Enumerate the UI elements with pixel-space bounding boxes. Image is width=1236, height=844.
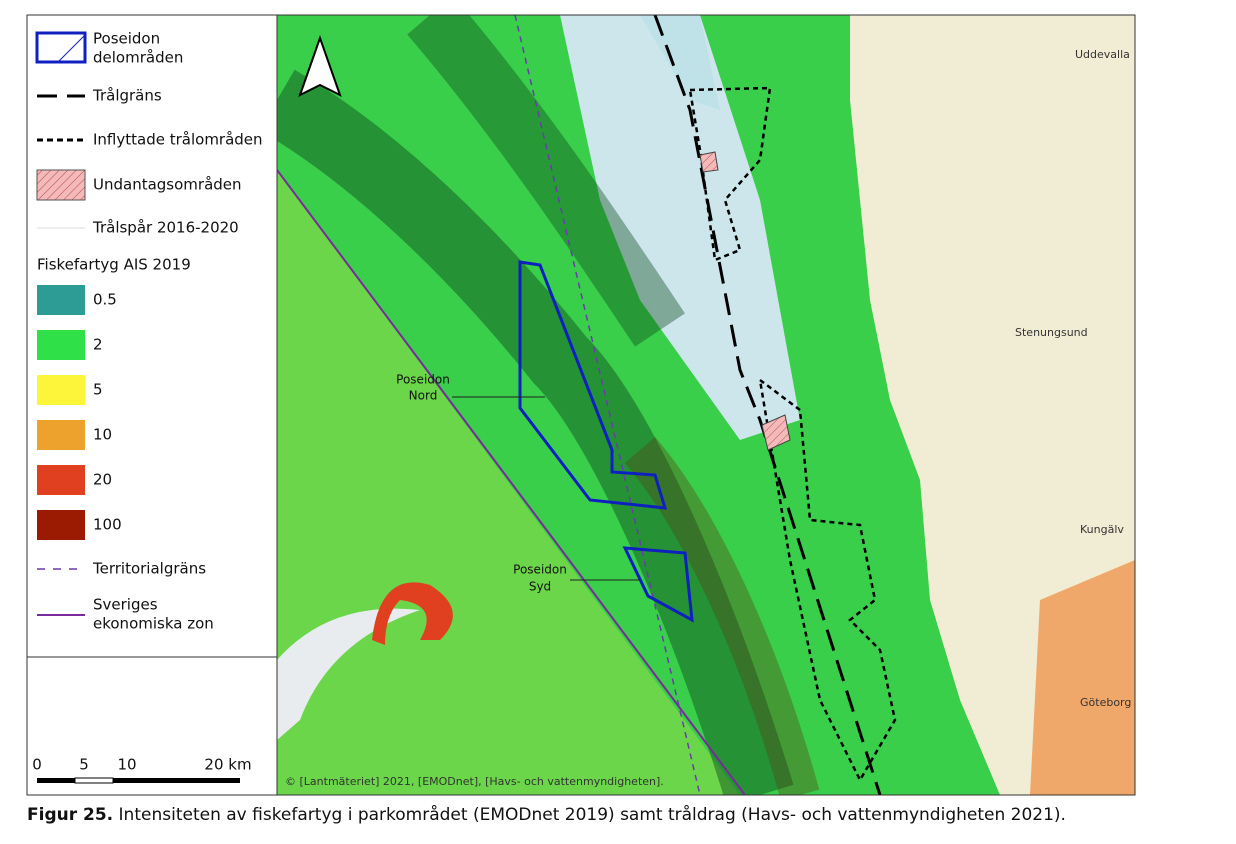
trawl-tracks <box>624 436 820 795</box>
legend-label: Inflyttade trålområden <box>93 131 263 149</box>
north-arrow <box>298 34 342 97</box>
moved-trawl-area <box>758 377 897 783</box>
legend-label: delområden <box>93 49 183 67</box>
scale-segment <box>37 778 75 783</box>
legend-symbol <box>57 34 86 63</box>
exception-area <box>699 151 719 173</box>
scale-label: 0 <box>32 756 42 774</box>
area-label: Poseidon <box>396 373 450 387</box>
legend-swatch <box>37 465 85 495</box>
poseidon-nord <box>518 260 668 510</box>
exception-area <box>761 414 791 451</box>
scale-label: 20 km <box>204 756 251 774</box>
legend-label: 2 <box>93 336 103 354</box>
legend-swatch <box>37 420 85 450</box>
poseidon-syd <box>622 546 694 623</box>
scale-segment <box>74 777 114 784</box>
legend-swatch <box>37 510 85 540</box>
urban <box>1030 560 1135 795</box>
place-label: Stenungsund <box>1015 326 1088 339</box>
legend-label: 0.5 <box>93 291 117 309</box>
legend: Poseidon delområden Trålgräns Inflyttade… <box>35 30 263 633</box>
hotspot <box>372 582 453 645</box>
trawl-tracks <box>407 15 685 347</box>
territorial-line <box>514 15 701 795</box>
legend-label: Trålspår 2016-2020 <box>92 219 239 237</box>
legend-label: 5 <box>93 381 103 399</box>
caption-label: Figur 25. <box>27 805 113 825</box>
sea-west <box>277 170 740 795</box>
area-label: Syd <box>529 580 551 594</box>
shallow <box>640 15 720 110</box>
legend-label: 100 <box>93 516 122 534</box>
legend-symbol <box>35 31 87 64</box>
legend-label: Undantagsområden <box>93 176 242 194</box>
legend-symbol <box>36 169 86 201</box>
trawl-tracks <box>277 69 794 795</box>
legend-label: Sveriges <box>93 596 158 614</box>
legend-label: 20 <box>93 471 112 489</box>
place-label: Uddevalla <box>1075 48 1130 61</box>
scale-segment <box>113 778 240 783</box>
economic-zone <box>277 169 746 795</box>
area-label: Poseidon <box>513 563 567 577</box>
moved-trawl-area <box>688 86 772 262</box>
caption-text: Intensiteten av fiskefartyg i parkområde… <box>119 804 1066 825</box>
legend-label: Territorialgräns <box>92 560 206 578</box>
place-label: Göteborg <box>1080 696 1131 709</box>
legend-swatch <box>37 330 85 360</box>
island <box>277 608 420 740</box>
place-label: Kungälv <box>1080 523 1124 536</box>
scale-label: 10 <box>117 756 136 774</box>
legend-label: Poseidon <box>93 30 160 48</box>
attribution: © [Lantmäteriet] 2021, [EMODnet], [Havs-… <box>285 775 664 788</box>
legend-swatch <box>37 285 85 315</box>
legend-label: Trålgräns <box>92 87 162 105</box>
legend-heading: Fiskefartyg AIS 2019 <box>37 256 191 274</box>
map: Poseidon Nord Poseidon Syd Uddevalla Ste… <box>277 15 1135 795</box>
area-label: Nord <box>409 389 438 403</box>
trawl-limit <box>653 15 882 795</box>
shallow <box>560 15 800 440</box>
scale-label: 5 <box>79 756 89 774</box>
legend-label: ekonomiska zon <box>93 615 214 633</box>
caption: Figur 25. Intensiteten av fiskefartyg i … <box>27 804 1066 825</box>
legend-label: 10 <box>93 426 112 444</box>
legend-swatch <box>37 375 85 405</box>
scale-bar: 0 5 10 20 km <box>32 756 252 784</box>
